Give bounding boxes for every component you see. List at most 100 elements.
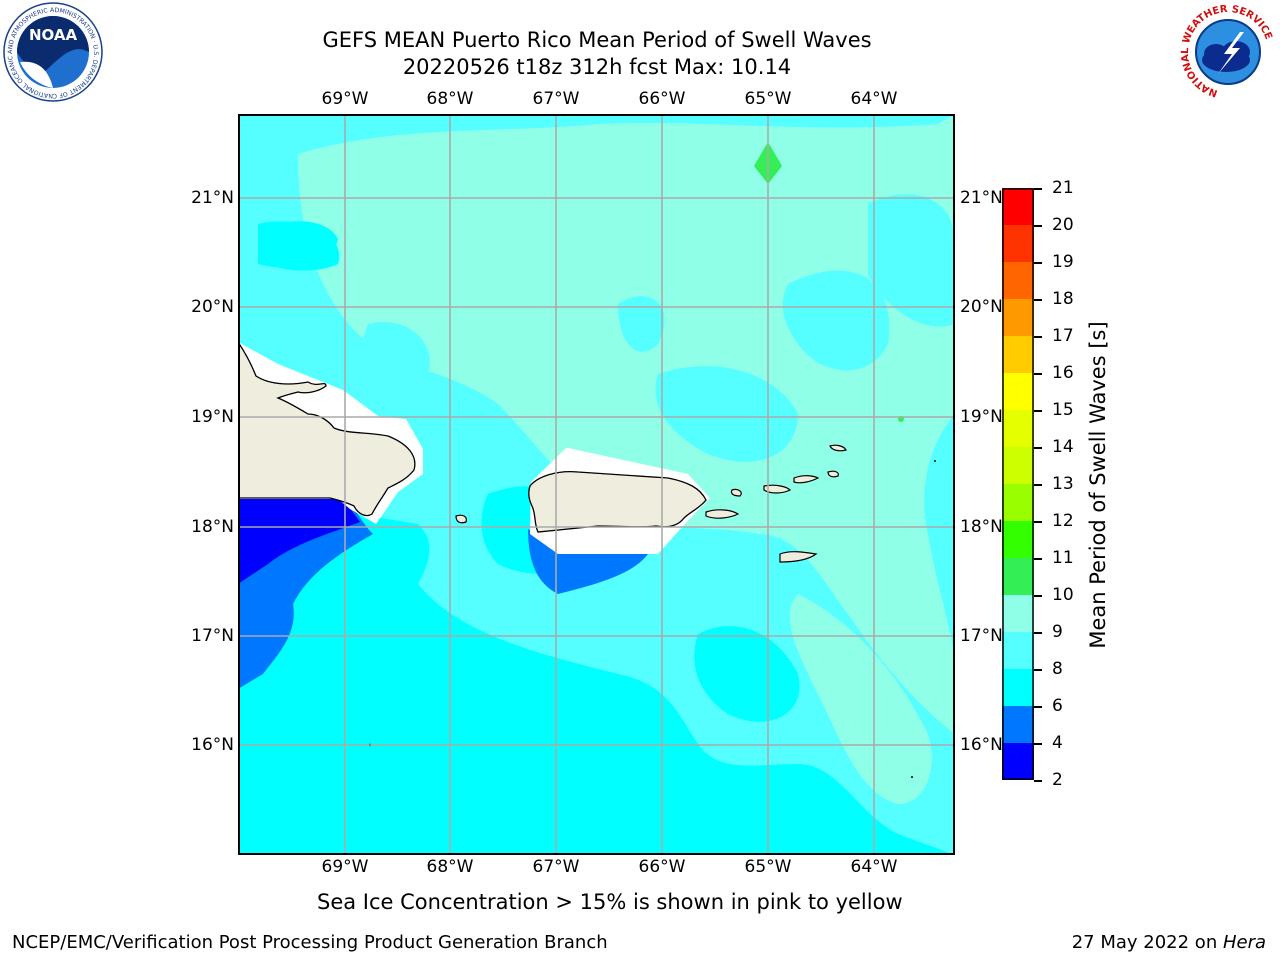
colorbar-tick-label: 8: [1052, 659, 1063, 679]
lat-label: 16°N: [191, 735, 234, 755]
colorbar-segment: [1002, 632, 1034, 670]
field-8-9-patch: [868, 194, 955, 327]
colorbar-tick: [1034, 780, 1042, 782]
colorbar-tick: [1034, 743, 1042, 745]
lat-label: 20°N: [191, 297, 234, 317]
colorbar-tick: [1034, 447, 1042, 449]
colorbar-segment: [1002, 225, 1034, 263]
vieques: [705, 509, 740, 519]
islet: [911, 776, 913, 778]
lon-label: 66°W: [638, 857, 686, 877]
colorbar-frame: [1002, 188, 1034, 780]
colorbar-tick: [1034, 262, 1042, 264]
colorbar-tick: [1034, 669, 1042, 671]
swell-period-map: [238, 114, 955, 855]
colorbar-segment: [1002, 521, 1034, 559]
colorbar-tick: [1034, 188, 1042, 190]
colorbar-tick: [1034, 558, 1042, 560]
colorbar-tick: [1034, 632, 1042, 634]
lon-label: 69°W: [321, 89, 369, 109]
colorbar-segment: [1002, 484, 1034, 522]
lat-label: 20°N: [960, 297, 1003, 317]
lon-label: 64°W: [850, 857, 898, 877]
tortola: [793, 475, 820, 484]
lat-label: 21°N: [191, 188, 234, 208]
footer-credit: NCEP/EMC/Verification Post Processing Pr…: [12, 932, 608, 953]
colorbar-tick: [1034, 336, 1042, 338]
field-8-9-patch: [358, 322, 430, 385]
colorbar-tick-label: 15: [1052, 400, 1074, 420]
nws-logo: NATIONAL WEATHER SERVICE: [1180, 4, 1276, 100]
lon-label: 67°W: [532, 857, 580, 877]
field-2-4-sw: [238, 499, 360, 584]
lon-label: 65°W: [744, 89, 792, 109]
lat-label: 19°N: [960, 407, 1003, 427]
field-6-8-center: [694, 626, 800, 722]
colorbar-tick-label: 19: [1052, 252, 1074, 272]
colorbar-tick: [1034, 225, 1042, 227]
footer-date: 27 May 2022 on Hera: [1072, 932, 1266, 953]
lon-label: 69°W: [321, 857, 369, 877]
colorbar-tick: [1034, 521, 1042, 523]
colorbar-segment: [1002, 299, 1034, 337]
colorbar-tick-label: 2: [1052, 770, 1063, 790]
colorbar-tick-label: 10: [1052, 585, 1074, 605]
field-6-8: [238, 534, 955, 855]
colorbar-tick-label: 20: [1052, 215, 1074, 235]
colorbar-tick-label: 16: [1052, 363, 1074, 383]
colorbar-segment: [1002, 336, 1034, 374]
field-8-9-patch: [655, 366, 798, 462]
colorbar-segment: [1002, 447, 1034, 485]
hispaniola: [238, 340, 416, 517]
colorbar-segment: [1002, 669, 1034, 707]
sea-ice-note: Sea Ice Concentration > 15% is shown in …: [317, 890, 903, 914]
colorbar-tick: [1034, 410, 1042, 412]
chart-title: GEFS MEAN Puerto Rico Mean Period of Swe…: [322, 28, 872, 52]
field-8-9-patch: [782, 270, 890, 371]
colorbar-tick-label: 14: [1052, 437, 1074, 457]
colorbar-tick-label: 21: [1052, 178, 1074, 198]
colorbar-tick-label: 9: [1052, 622, 1063, 642]
graticule: [238, 114, 955, 855]
colorbar-tick: [1034, 595, 1042, 597]
land: [238, 340, 936, 778]
lat-label: 18°N: [960, 517, 1003, 537]
field-9-10: [298, 114, 955, 734]
map-frame: [238, 114, 955, 855]
colorbar-tick: [1034, 373, 1042, 375]
colorbar-tick-label: 12: [1052, 511, 1074, 531]
st-croix: [779, 551, 818, 563]
colorbar-segment: [1002, 188, 1034, 226]
anegada: [829, 444, 847, 452]
lat-label: 17°N: [191, 626, 234, 646]
lon-label: 64°W: [850, 89, 898, 109]
lat-label: 17°N: [960, 626, 1003, 646]
mona-island: [455, 514, 467, 524]
lon-label: 67°W: [532, 89, 580, 109]
field-6-8-nw: [258, 221, 340, 271]
colorbar-tick-label: 6: [1052, 696, 1063, 716]
lon-label: 66°W: [638, 89, 686, 109]
field-8-9-patch: [618, 296, 665, 352]
colorbar-tick: [1034, 706, 1042, 708]
colorbar-tick: [1034, 299, 1042, 301]
colorbar: [1002, 188, 1034, 780]
colorbar-tick-label: 11: [1052, 548, 1074, 568]
noaa-wordmark: NOAA: [29, 26, 78, 44]
colorbar-segment: [1002, 262, 1034, 300]
colorbar-segments: [1002, 188, 1034, 780]
virgin-gorda: [827, 470, 839, 478]
footer-date-text: 27 May 2022 on: [1071, 932, 1223, 953]
colorbar-segment: [1002, 373, 1034, 411]
colorbar-tick-label: 18: [1052, 289, 1074, 309]
colorbar-segment: [1002, 410, 1034, 448]
culebra: [730, 488, 742, 497]
islet: [934, 460, 936, 462]
field-9-10-east: [789, 594, 932, 804]
lon-label: 68°W: [426, 89, 474, 109]
lat-label: 16°N: [960, 735, 1003, 755]
chart-subtitle: 20220526 t18z 312h fcst Max: 10.14: [402, 55, 792, 79]
colorbar-segment: [1002, 743, 1034, 780]
lon-label: 68°W: [426, 857, 474, 877]
colorbar-segment: [1002, 706, 1034, 744]
